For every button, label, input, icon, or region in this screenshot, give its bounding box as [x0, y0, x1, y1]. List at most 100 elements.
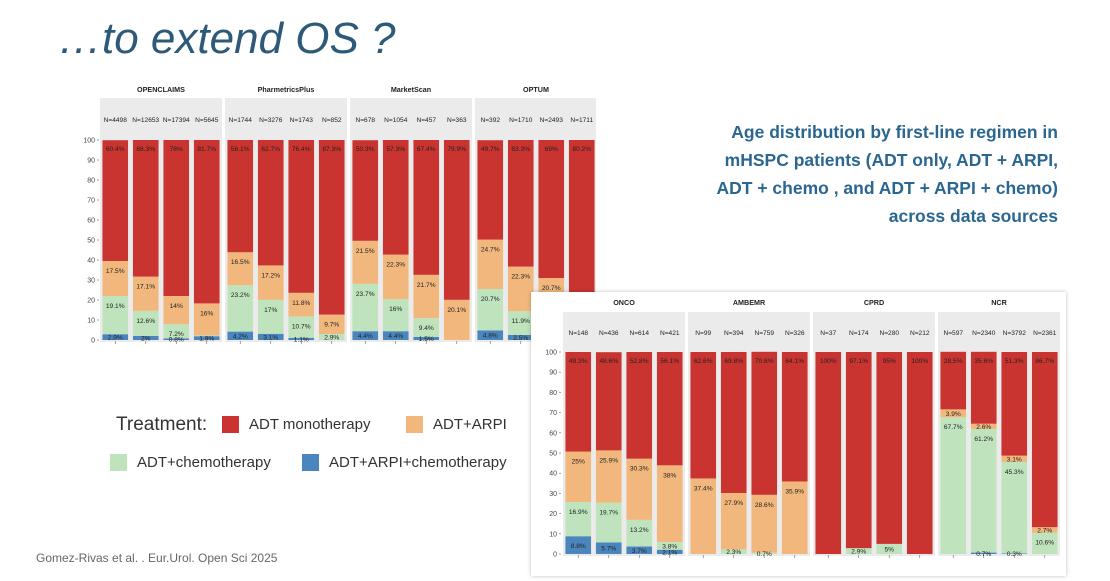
- bar-segment: [907, 352, 933, 554]
- bar-value-label: 57.3%: [386, 146, 405, 153]
- bar-value-label: 56.1%: [660, 358, 679, 365]
- bar-value-label: 35.9%: [785, 488, 804, 495]
- bar-value-label: 3.8%: [662, 543, 677, 550]
- bar-segment: [102, 261, 128, 296]
- bar-value-label: 4.4%: [388, 333, 403, 340]
- bar-value-label: 48.6%: [599, 358, 618, 365]
- description-line: mHSPC patients (ADT only, ADT + ARPI,: [640, 146, 1058, 174]
- bar-segment: [565, 502, 591, 536]
- bar-value-label: 25.9%: [599, 457, 618, 464]
- n-count-label: N=457: [416, 117, 436, 124]
- bar-value-label: 2.7%: [1037, 527, 1052, 534]
- bar-value-label: 28.6%: [755, 502, 774, 509]
- bar-value-label: 68.3%: [136, 146, 155, 153]
- bar-value-label: 80.2%: [572, 146, 591, 153]
- bar-segment: [690, 352, 716, 478]
- bar-segment: [538, 140, 564, 278]
- y-tick-label: 10: [87, 318, 95, 325]
- bar-value-label: 3.9%: [946, 411, 961, 418]
- bar-value-label: 61.2%: [974, 436, 993, 443]
- bar-value-label: 52.8%: [630, 358, 649, 365]
- y-tick-label: 50: [87, 238, 95, 245]
- description-line: ADT + chemo , and ADT + ARPI + chemo): [640, 174, 1058, 202]
- n-count-label: N=392: [480, 117, 500, 124]
- n-count-label: N=326: [785, 330, 805, 337]
- bar-segment: [133, 140, 159, 277]
- bar-value-label: 79.9%: [447, 146, 466, 153]
- bar-value-label: 23.7%: [356, 291, 375, 298]
- bar-value-label: 38%: [663, 472, 676, 479]
- bar-value-label: 23.2%: [231, 292, 250, 299]
- bar-value-label: 50.3%: [356, 146, 375, 153]
- bar-value-label: 70.8%: [755, 358, 774, 365]
- legend-label: ADT monotherapy: [249, 416, 370, 433]
- bar-value-label: 69.8%: [724, 358, 743, 365]
- chart-description: Age distribution by first-line regimen i…: [640, 118, 1058, 230]
- bar-value-label: 17%: [264, 307, 277, 314]
- bar-segment: [413, 140, 439, 275]
- bar-value-label: 16%: [389, 306, 402, 313]
- bar-segment: [194, 303, 220, 335]
- bar-value-label: 67.4%: [417, 146, 436, 153]
- bar-segment: [569, 140, 595, 300]
- bar-segment: [163, 140, 189, 296]
- y-tick-label: 50: [549, 451, 557, 458]
- bar-value-label: 19.7%: [599, 510, 618, 517]
- bar-value-label: 24.7%: [481, 247, 500, 254]
- bar-value-label: 2.6%: [976, 424, 991, 431]
- bar-value-label: 17.2%: [261, 272, 280, 279]
- bar-value-label: 7.2%: [169, 331, 184, 338]
- bar-segment: [751, 352, 777, 495]
- y-tick-label: 20: [549, 511, 557, 518]
- bar-value-label: 30.3%: [630, 466, 649, 473]
- n-count-label: N=1744: [229, 117, 253, 124]
- legend-item: ADT+ARPI: [406, 416, 507, 433]
- bar-value-label: 22.3%: [386, 262, 405, 269]
- y-tick-label: 70: [549, 410, 557, 417]
- n-count-label: N=5645: [195, 117, 219, 124]
- bar-value-label: 3.1%: [263, 334, 278, 341]
- bar-value-label: 97.1%: [849, 358, 868, 365]
- bar-value-label: 62.7%: [261, 146, 280, 153]
- n-count-label: N=99: [695, 330, 711, 337]
- n-count-label: N=37: [820, 330, 836, 337]
- n-count-label: N=280: [879, 330, 899, 337]
- facet-title: AMBEMR: [733, 298, 766, 307]
- n-count-label: N=363: [447, 117, 467, 124]
- bar-segment: [352, 140, 378, 241]
- bar-value-label: 13.2%: [630, 527, 649, 534]
- n-count-label: N=4498: [104, 117, 128, 124]
- facet-title: MarketScan: [391, 85, 431, 94]
- y-tick-label: 60: [549, 430, 557, 437]
- bar-value-label: 2.9%: [851, 549, 866, 556]
- bar-value-label: 2.9%: [108, 335, 123, 342]
- n-count-label: N=614: [629, 330, 649, 337]
- bar-segment: [782, 352, 808, 481]
- y-tick-label: 20: [87, 298, 95, 305]
- n-count-label: N=17394: [163, 117, 190, 124]
- bar-value-label: 86.7%: [1035, 358, 1054, 365]
- y-tick-label: 30: [549, 491, 557, 498]
- legend-item: ADT monotherapy: [222, 416, 370, 433]
- bar-segment: [1001, 352, 1027, 456]
- bar-value-label: 21.5%: [356, 248, 375, 255]
- legend-item: ADT+ARPI+chemotherapy: [302, 454, 507, 471]
- bar-value-label: 25%: [572, 459, 585, 466]
- bar-value-label: 87.3%: [322, 146, 341, 153]
- facet-title: CPRD: [864, 298, 884, 307]
- legend: Treatment: ADT monotherapy ADT+ARPI ADT+…: [110, 406, 540, 476]
- bar-value-label: 11.8%: [292, 300, 310, 307]
- y-tick-label: 80: [87, 178, 95, 185]
- bar-value-label: 12.6%: [136, 318, 155, 325]
- y-tick-label: 100: [545, 350, 557, 357]
- bar-value-label: 60.4%: [106, 146, 125, 153]
- n-count-label: N=1711: [570, 117, 593, 124]
- y-tick-label: 40: [87, 258, 95, 265]
- y-tick-label: 70: [87, 198, 95, 205]
- bar-value-label: 69%: [545, 146, 558, 153]
- bar-value-label: 17.5%: [106, 268, 125, 275]
- n-count-label: N=148: [568, 330, 588, 337]
- bar-value-label: 63.3%: [511, 146, 530, 153]
- y-tick-label: 90: [87, 158, 95, 165]
